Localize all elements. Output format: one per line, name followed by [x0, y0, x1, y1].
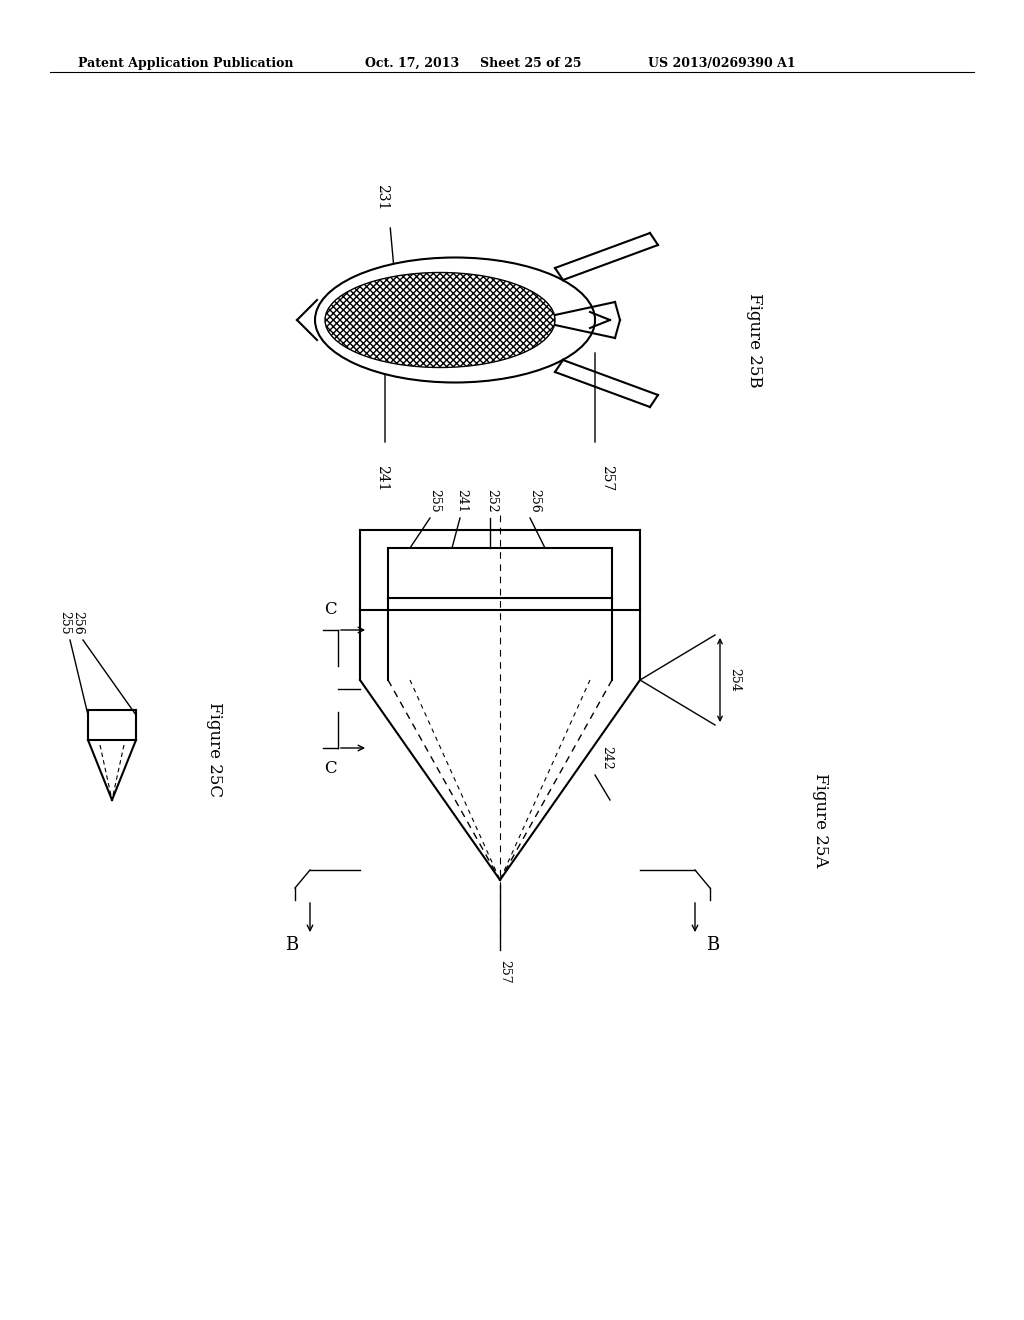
- Text: Figure 25C: Figure 25C: [207, 702, 223, 797]
- Text: 255: 255: [428, 490, 441, 513]
- Text: Oct. 17, 2013: Oct. 17, 2013: [365, 57, 459, 70]
- Text: Patent Application Publication: Patent Application Publication: [78, 57, 294, 70]
- Text: Figure 25B: Figure 25B: [746, 293, 764, 387]
- Text: C: C: [324, 601, 336, 618]
- Text: 241: 241: [456, 490, 469, 513]
- Text: 254: 254: [728, 668, 741, 692]
- Text: 231: 231: [375, 183, 389, 210]
- Text: 242: 242: [600, 746, 613, 770]
- Text: 256: 256: [72, 611, 85, 635]
- Ellipse shape: [315, 257, 595, 383]
- Text: 257: 257: [600, 465, 614, 491]
- Text: B: B: [286, 936, 299, 954]
- Text: 252: 252: [485, 490, 499, 513]
- Text: 257: 257: [499, 960, 512, 983]
- Text: 255: 255: [58, 611, 72, 635]
- Text: 241: 241: [375, 465, 389, 491]
- Text: Figure 25A: Figure 25A: [811, 772, 828, 867]
- Text: C: C: [324, 760, 336, 777]
- Text: B: B: [707, 936, 720, 954]
- Ellipse shape: [325, 272, 555, 367]
- Text: Sheet 25 of 25: Sheet 25 of 25: [480, 57, 582, 70]
- Text: US 2013/0269390 A1: US 2013/0269390 A1: [648, 57, 796, 70]
- Text: 256: 256: [528, 490, 542, 513]
